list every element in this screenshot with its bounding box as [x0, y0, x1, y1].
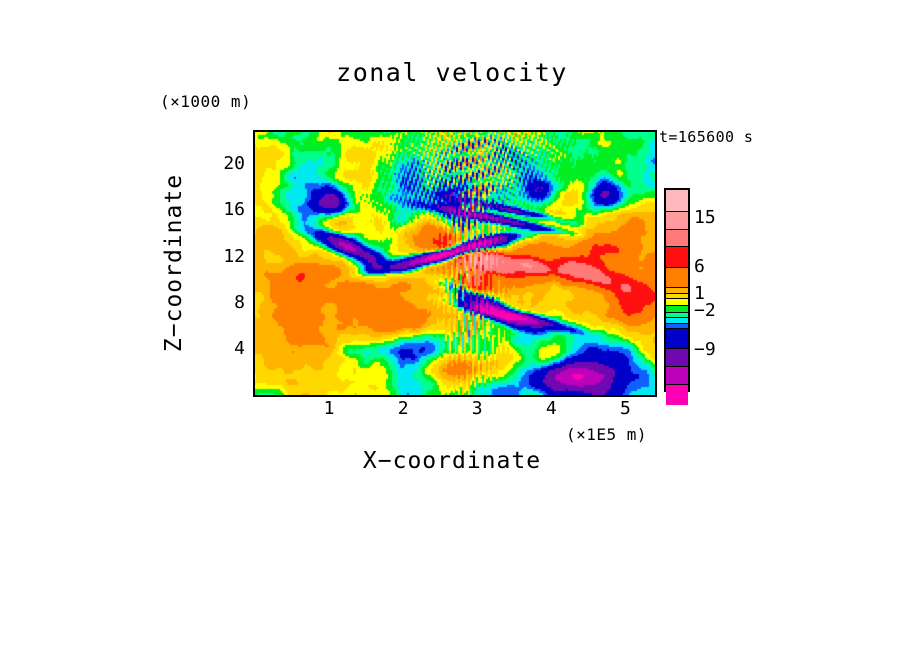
colorbar-band-divider — [666, 210, 688, 212]
x-axis-title: X−coordinate — [362, 448, 542, 474]
colorbar-band-divider — [666, 304, 688, 306]
colorbar-band — [666, 267, 688, 287]
y-tick-label: 16 — [223, 199, 245, 221]
colorbar-band-divider — [666, 323, 688, 325]
colorbar-band — [666, 329, 688, 349]
colorbar-band — [666, 287, 688, 293]
colorbar-band — [666, 318, 688, 324]
colorbar-band-divider — [666, 328, 688, 330]
y-tick-label: 20 — [223, 153, 245, 175]
colorbar-band — [666, 230, 688, 247]
colorbar-band-divider — [666, 286, 688, 288]
colorbar-band-divider — [666, 317, 688, 319]
colorbar-band — [666, 367, 688, 384]
y-axis-title: Z−coordinate — [161, 173, 187, 353]
colorbar-band — [666, 299, 688, 305]
colorbar-tick-label: −2 — [694, 300, 716, 321]
contour-field — [255, 132, 655, 395]
y-tick-label: 4 — [234, 337, 245, 359]
colorbar-band — [666, 384, 688, 405]
y-tick-label: 8 — [234, 291, 245, 313]
x-tick-label: 3 — [471, 398, 483, 419]
colorbar-band-divider — [666, 298, 688, 300]
colorbar-tick-label: 6 — [694, 256, 705, 277]
y-tick-label: 12 — [223, 245, 245, 267]
colorbar-band — [666, 211, 688, 230]
colorbar-band-divider — [666, 266, 688, 268]
colorbar — [664, 188, 690, 405]
contour-plot-area — [253, 130, 657, 397]
colorbar-band-divider — [666, 366, 688, 368]
colorbar-tick-label: 15 — [694, 207, 716, 228]
colorbar-tick-label: 1 — [694, 283, 705, 304]
colorbar-band — [666, 190, 688, 211]
x-axis-unit-label: (×1E5 m) — [566, 425, 648, 444]
colorbar-band-divider — [666, 229, 688, 231]
colorbar-band-divider — [666, 246, 688, 248]
colorbar-band — [666, 293, 688, 299]
colorbar-tick-label: −9 — [694, 339, 716, 360]
x-tick-label: 5 — [619, 398, 631, 419]
colorbar-band-divider — [666, 311, 688, 313]
colorbar-band-divider — [666, 292, 688, 294]
page-title: zonal velocity — [336, 58, 568, 87]
x-tick-label: 2 — [397, 398, 409, 419]
colorbar-band — [666, 349, 688, 367]
y-axis-unit-label: (×1000 m) — [160, 92, 252, 111]
x-tick-label: 4 — [545, 398, 557, 419]
colorbar-band — [666, 305, 688, 312]
colorbar-band-divider — [666, 348, 688, 350]
colorbar-band-divider — [666, 383, 688, 385]
colorbar-band — [666, 324, 688, 329]
x-tick-label: 1 — [323, 398, 335, 419]
colorbar-band — [666, 247, 688, 267]
timestamp-annotation: t=165600 s — [659, 128, 754, 146]
colorbar-band — [666, 312, 688, 318]
